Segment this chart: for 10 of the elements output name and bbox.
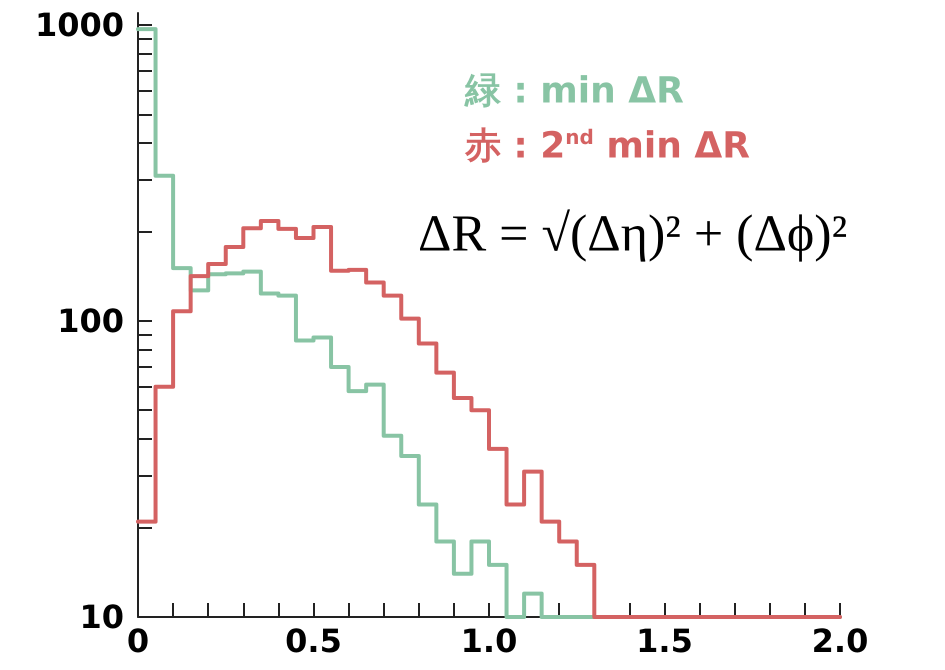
x-tick-label: 1.5 [636, 622, 693, 660]
x-tick-label: 0 [126, 622, 150, 660]
x-tick-label: 1.0 [460, 622, 518, 660]
y-tick-label: 100 [57, 302, 124, 340]
annotation: ΔR = √(Δη)² + (Δϕ)² [418, 206, 848, 262]
y-tick-label: 1000 [34, 6, 124, 44]
x-tick-label: 0.5 [285, 622, 342, 660]
y-tick-label: 10 [79, 598, 124, 636]
text: 緑 : min ΔR [464, 70, 684, 112]
x-tick-label: 2.0 [812, 622, 868, 660]
